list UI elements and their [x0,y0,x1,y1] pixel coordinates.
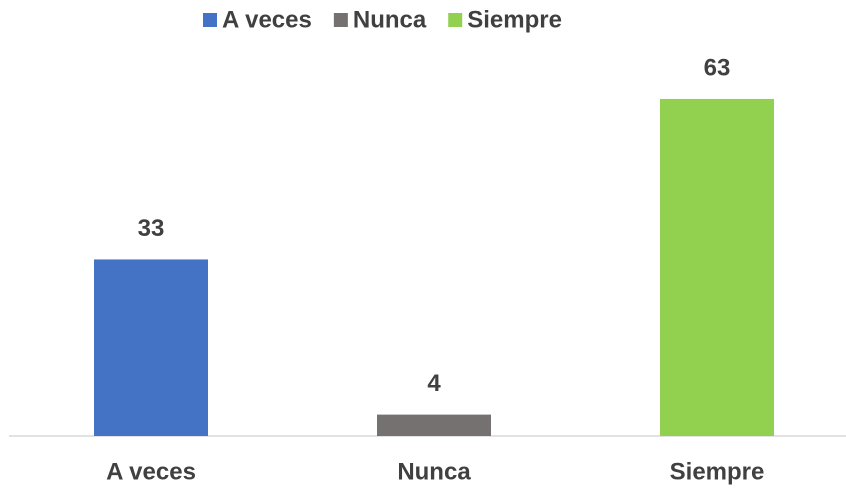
bar [94,259,208,436]
bar [377,414,491,436]
legend-label: A veces [222,6,312,33]
data-label: 63 [704,54,731,81]
bar [660,98,774,436]
legend-label: Nunca [353,6,427,33]
data-label: 4 [427,370,441,397]
x-tick-label: A veces [106,458,196,485]
legend-swatch [203,13,217,27]
x-tick-label: Siempre [670,458,765,485]
data-label: 33 [138,215,165,242]
legend-swatch [448,13,463,27]
x-tick-label: Nunca [397,458,471,485]
legend-label: Siempre [467,6,562,33]
legend-swatch [333,13,348,27]
